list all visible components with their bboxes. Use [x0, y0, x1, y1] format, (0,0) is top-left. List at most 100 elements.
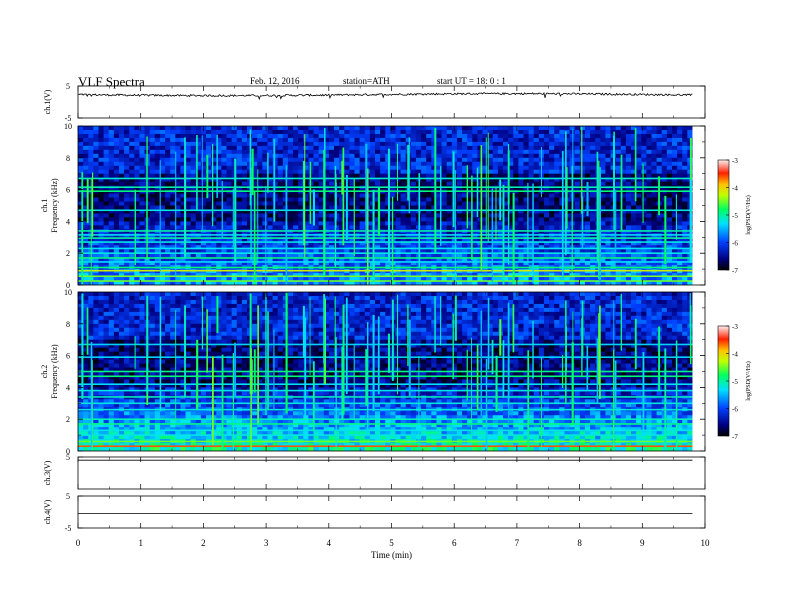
psd-cell [134, 177, 140, 182]
psd-cell [615, 281, 622, 285]
sferic-spike [634, 128, 637, 202]
psd-cell [185, 245, 191, 250]
psd-cell [395, 181, 401, 186]
psd-cell [497, 277, 504, 282]
psd-cell [195, 173, 202, 178]
psd-cell [554, 277, 560, 282]
psd-cell [564, 126, 570, 131]
psd-cell [124, 281, 130, 285]
psd-cell [380, 292, 386, 297]
psd-cell [211, 281, 217, 285]
psd-cell [446, 245, 453, 250]
psd-cell [277, 141, 284, 147]
psd-cell [149, 161, 156, 167]
sferic-spike [86, 178, 89, 224]
psd-cell [344, 161, 350, 167]
psd-cell [134, 205, 140, 210]
psd-cell [349, 157, 355, 163]
psd-cell [605, 173, 611, 178]
psd-cell [400, 213, 407, 218]
psd-cell [620, 193, 627, 198]
psd-cell [298, 217, 304, 222]
psd-cell [344, 165, 350, 171]
psd-cell [221, 237, 227, 242]
psd-cell [625, 177, 632, 182]
psd-cell [651, 221, 657, 226]
psd-cell [533, 221, 540, 226]
psd-cell [246, 213, 253, 218]
psd-cell [400, 173, 407, 178]
psd-cell [216, 169, 222, 174]
psd-cell [666, 161, 673, 167]
psd-cell [426, 126, 432, 131]
psd-cell [88, 137, 94, 143]
psd-cell [303, 253, 309, 258]
psd-cell [344, 249, 350, 254]
psd-cell [385, 165, 391, 171]
psd-cell [610, 277, 616, 282]
psd-cell [431, 249, 437, 254]
psd-cell [149, 129, 156, 135]
psd-cell [118, 197, 125, 202]
psd-cell [574, 161, 581, 167]
psd-cell [615, 277, 622, 282]
psd-cell [195, 277, 202, 282]
psd-cell [574, 213, 581, 218]
psd-cell [554, 261, 560, 266]
psd-cell [359, 277, 366, 282]
sferic-spike [565, 131, 567, 256]
psd-cell [211, 257, 217, 262]
psd-cell [549, 129, 555, 135]
psd-cell [257, 217, 263, 222]
psd-cell [246, 253, 253, 258]
psd-cell [646, 273, 652, 278]
psd-cell [216, 157, 222, 163]
psd-cell [175, 217, 181, 222]
psd-cell [293, 197, 299, 202]
psd-cell [108, 177, 115, 182]
psd-cell [180, 193, 186, 198]
psd-cell [610, 225, 616, 230]
psd-cell [344, 292, 350, 297]
psd-cell [625, 165, 632, 171]
psd-cell [298, 261, 304, 266]
psd-cell [651, 261, 657, 266]
psd-cell [165, 257, 171, 262]
psd-cell [538, 237, 545, 242]
psd-cell [369, 157, 376, 163]
psd-cell [682, 213, 688, 218]
psd-cell [211, 209, 217, 214]
psd-cell [497, 225, 504, 230]
psd-cell [211, 201, 217, 206]
psd-cell [190, 177, 197, 182]
psd-cell [200, 225, 207, 230]
psd-cell [190, 257, 197, 262]
psd-cell [323, 241, 330, 246]
psd-cell [656, 277, 663, 282]
psd-cell [313, 173, 319, 178]
psd-cell [241, 126, 248, 131]
psd-cell [195, 261, 202, 266]
psd-cell [600, 181, 606, 186]
psd-cell [293, 292, 299, 297]
psd-cell [441, 249, 447, 254]
sferic-spike [232, 188, 234, 247]
psd-cell [543, 153, 550, 159]
psd-cell [503, 149, 509, 155]
psd-cell [257, 181, 263, 186]
psd-cell [574, 197, 581, 202]
psd-cell [257, 273, 263, 278]
psd-cell [477, 126, 483, 131]
psd-cell [467, 237, 473, 242]
psd-cell [492, 177, 499, 182]
psd-cell [328, 277, 335, 282]
psd-cell [262, 241, 268, 246]
psd-cell [497, 157, 504, 163]
sferic-spike [273, 138, 276, 222]
psd-cell [216, 245, 222, 250]
psd-cell [682, 141, 688, 147]
psd-cell [83, 181, 89, 186]
psd-cell [374, 257, 381, 262]
psd-cell [492, 161, 499, 167]
psd-cell [426, 137, 432, 143]
